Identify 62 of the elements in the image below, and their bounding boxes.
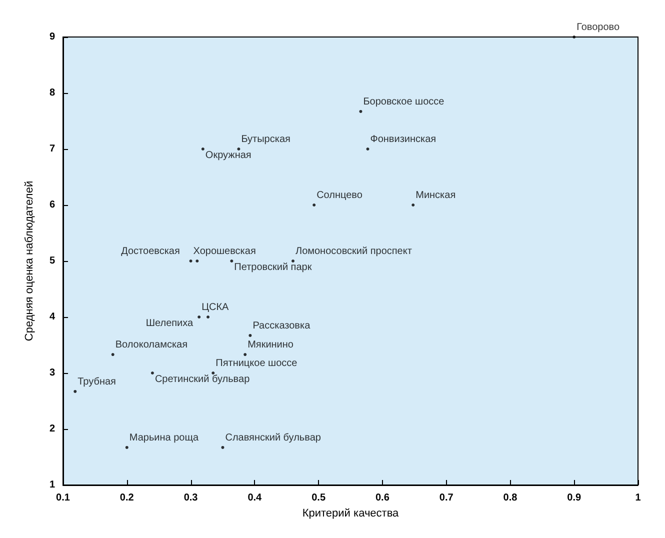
data-label: Бутырская [241, 134, 290, 145]
y-tick-label: 3 [49, 368, 56, 378]
data-label: Рассказовка [252, 320, 311, 332]
point [292, 260, 294, 262]
data-label: Волоколамская [115, 340, 188, 351]
x-tick-label: 0.5 [312, 492, 326, 504]
y-tick-label: 1 [49, 480, 56, 490]
point [125, 446, 128, 449]
point [189, 260, 192, 262]
data-label: Фонвизинская [370, 134, 436, 145]
y-axis-title: Средняя оценка наблюдателей [24, 180, 36, 342]
x-tick-label: 0.3 [184, 492, 198, 504]
point [359, 110, 362, 113]
x-axis-title: Критерий качества [302, 507, 400, 520]
data-label: Петровский парк [234, 262, 312, 273]
data-label: Минская [416, 190, 456, 201]
x-tick-label: 0.1 [56, 492, 70, 504]
point [201, 148, 204, 150]
y-tick-label: 5 [49, 256, 56, 266]
x-tick-label: 0.7 [439, 492, 454, 504]
data-label: Трубная [78, 376, 116, 388]
point [206, 316, 210, 318]
point [74, 390, 77, 393]
data-label: Ломоносовский проспект [296, 246, 412, 257]
data-label: Шелепиха [146, 318, 194, 329]
y-tick-label: 7 [49, 144, 56, 154]
x-tick-label: 0.9 [567, 492, 582, 504]
point [237, 148, 240, 150]
point [412, 204, 415, 206]
x-tick-label: 0.8 [503, 492, 518, 504]
x-tick-label: 0.6 [375, 492, 390, 504]
x-tick-label: 0.2 [120, 492, 134, 504]
point [366, 148, 370, 150]
data-label: Пятницкое шоссе [216, 358, 298, 369]
data-label: Марьина роща [129, 432, 199, 444]
data-label: Боровское шоссе [363, 96, 445, 108]
data-label: Хорошевская [193, 246, 256, 257]
point [111, 353, 114, 356]
x-tick-label: 0.4 [248, 492, 262, 504]
data-label: Солнцево [316, 190, 363, 201]
point [196, 260, 199, 262]
y-tick-label: 8 [49, 88, 56, 98]
y-tick-label: 9 [49, 32, 56, 42]
point [244, 353, 247, 356]
y-tick-label: 6 [49, 200, 56, 210]
point [248, 334, 252, 337]
data-label: Сретинский бульвар [154, 374, 250, 385]
x-tick-label: 1 [635, 492, 642, 504]
data-label: Окружная [205, 150, 252, 161]
y-tick-label: 4 [49, 312, 56, 322]
y-tick-label: 2 [49, 424, 56, 434]
point [221, 446, 224, 449]
data-label: ЦСКА [202, 302, 230, 313]
data-label: Говорово [576, 22, 620, 33]
point [312, 204, 316, 206]
point [230, 260, 234, 262]
point [212, 372, 215, 374]
point [150, 372, 154, 374]
data-label: Мякинино [248, 340, 294, 351]
data-label: Славянский бульвар [225, 432, 322, 444]
data-label: Достоевская [121, 246, 180, 257]
point [198, 316, 201, 318]
